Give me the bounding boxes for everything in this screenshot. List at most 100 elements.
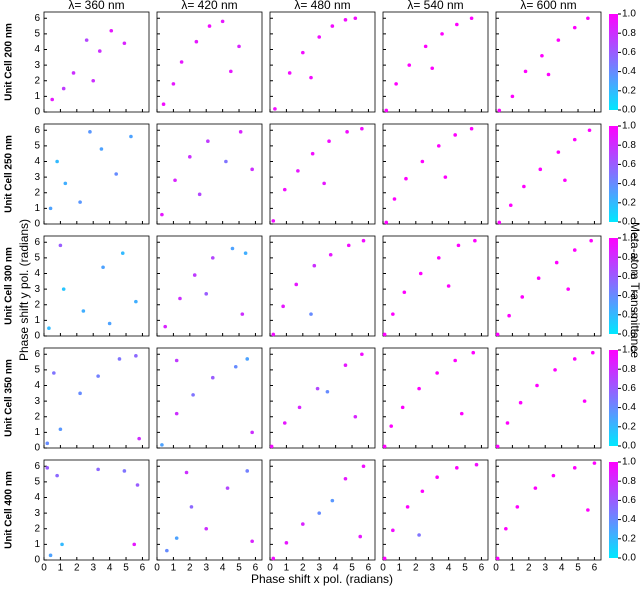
panel-frame bbox=[382, 123, 489, 225]
x-tick-label: 1 bbox=[284, 563, 290, 574]
scatter-point bbox=[556, 38, 561, 42]
scatter-point bbox=[134, 354, 138, 358]
scatter-point bbox=[179, 60, 184, 64]
scatter-point bbox=[204, 526, 209, 531]
scatter-point bbox=[271, 556, 276, 561]
y-tick-label: 6 bbox=[34, 349, 40, 360]
scatter-point bbox=[160, 212, 164, 217]
y-tick-label: 2 bbox=[34, 411, 40, 422]
scatter-point bbox=[58, 427, 63, 432]
scatter-point bbox=[505, 421, 510, 425]
y-tick-label: 1 bbox=[34, 427, 40, 438]
scatter-point bbox=[45, 466, 50, 470]
scatter-point bbox=[284, 541, 289, 545]
scatter-point bbox=[353, 414, 358, 419]
y-tick-label: 6 bbox=[34, 13, 40, 24]
x-tick-label: 2 bbox=[413, 563, 419, 574]
x-tick-label: 3 bbox=[90, 563, 96, 574]
x-tick-label: 4 bbox=[107, 563, 113, 574]
scatter-point bbox=[301, 522, 305, 526]
panel-frame bbox=[156, 235, 263, 337]
colorbar-label: Meta-atom Transmittance bbox=[628, 222, 640, 358]
scatter-point bbox=[495, 556, 500, 561]
scatter-point bbox=[132, 542, 137, 547]
scatter-point bbox=[238, 130, 243, 134]
colorbar-tick-label: 0.8 bbox=[622, 140, 636, 151]
panel-frame bbox=[269, 123, 376, 225]
scatter-point bbox=[171, 82, 176, 86]
scatter-point bbox=[273, 107, 277, 111]
scatter-point bbox=[48, 553, 53, 558]
y-tick-label: 1 bbox=[34, 91, 40, 102]
scatter-point bbox=[343, 18, 348, 22]
y-tick-label: 5 bbox=[34, 253, 40, 264]
scatter-point bbox=[317, 35, 322, 39]
scatter-point bbox=[101, 265, 105, 270]
y-tick-label: 3 bbox=[34, 172, 40, 183]
scatter-point bbox=[96, 374, 100, 378]
scatter-point bbox=[455, 22, 459, 27]
panel-frame bbox=[269, 459, 376, 561]
colorbar-tick-label: 0.6 bbox=[622, 271, 636, 282]
scatter-point bbox=[327, 139, 331, 143]
scatter-point bbox=[582, 399, 587, 403]
panel-frame bbox=[269, 11, 376, 113]
scatter-point bbox=[384, 220, 389, 225]
scatter-point bbox=[330, 24, 335, 28]
scatter-point bbox=[592, 461, 597, 465]
scatter-point bbox=[590, 350, 595, 355]
scatter-point bbox=[78, 200, 82, 204]
scatter-point bbox=[63, 181, 68, 186]
scatter-point bbox=[497, 108, 502, 113]
scatter-point bbox=[328, 252, 333, 257]
scatter-point bbox=[225, 486, 230, 490]
scatter-point bbox=[508, 203, 513, 208]
x-tick-label: 6 bbox=[140, 563, 146, 574]
scatter-point bbox=[553, 368, 557, 372]
scatter-point bbox=[210, 256, 215, 260]
scatter-point bbox=[165, 548, 169, 553]
y-tick-label: 6 bbox=[34, 461, 40, 472]
scatter-point bbox=[174, 411, 179, 416]
scatter-point bbox=[520, 295, 525, 299]
scatter-point bbox=[61, 287, 66, 291]
scatter-point bbox=[538, 167, 543, 172]
scatter-point bbox=[404, 176, 408, 181]
y-tick-label: 3 bbox=[34, 60, 40, 71]
panel-frame bbox=[382, 459, 489, 561]
colorbar bbox=[609, 238, 618, 334]
x-tick-label: 1 bbox=[58, 563, 64, 574]
y-tick-label: 3 bbox=[34, 284, 40, 295]
panel-frame bbox=[43, 235, 150, 337]
scatter-point bbox=[84, 38, 89, 42]
scatter-point bbox=[309, 312, 313, 316]
x-tick-label: 0 bbox=[41, 563, 47, 574]
scatter-point bbox=[523, 69, 528, 74]
scatter-point bbox=[446, 284, 451, 288]
y-tick-label: 0 bbox=[34, 331, 40, 342]
colorbar-tick-label: 1.0 bbox=[622, 121, 636, 132]
column-title: λ= 480 nm bbox=[294, 0, 350, 12]
colorbar-tick-label: 0.6 bbox=[622, 383, 636, 394]
column-title: λ= 540 nm bbox=[407, 0, 463, 12]
y-tick-label: 0 bbox=[34, 555, 40, 566]
scatter-point bbox=[469, 16, 474, 21]
scatter-point bbox=[572, 357, 577, 361]
scatter-point bbox=[317, 511, 322, 515]
scatter-point bbox=[189, 505, 194, 509]
scatter-point bbox=[497, 220, 502, 225]
scatter-point bbox=[572, 137, 577, 142]
scatter-point bbox=[197, 192, 202, 197]
scatter-point bbox=[420, 159, 425, 164]
scatter-point bbox=[58, 243, 63, 248]
colorbar-tick-label: 0.2 bbox=[622, 85, 636, 96]
scatter-point bbox=[174, 536, 179, 540]
scatter-point bbox=[586, 16, 590, 21]
scatter-point bbox=[554, 260, 559, 265]
scatter-point bbox=[294, 282, 299, 287]
scatter-point bbox=[230, 246, 235, 251]
x-tick-label: 1 bbox=[397, 563, 403, 574]
scatter-point bbox=[453, 133, 457, 137]
scatter-point bbox=[587, 128, 592, 133]
